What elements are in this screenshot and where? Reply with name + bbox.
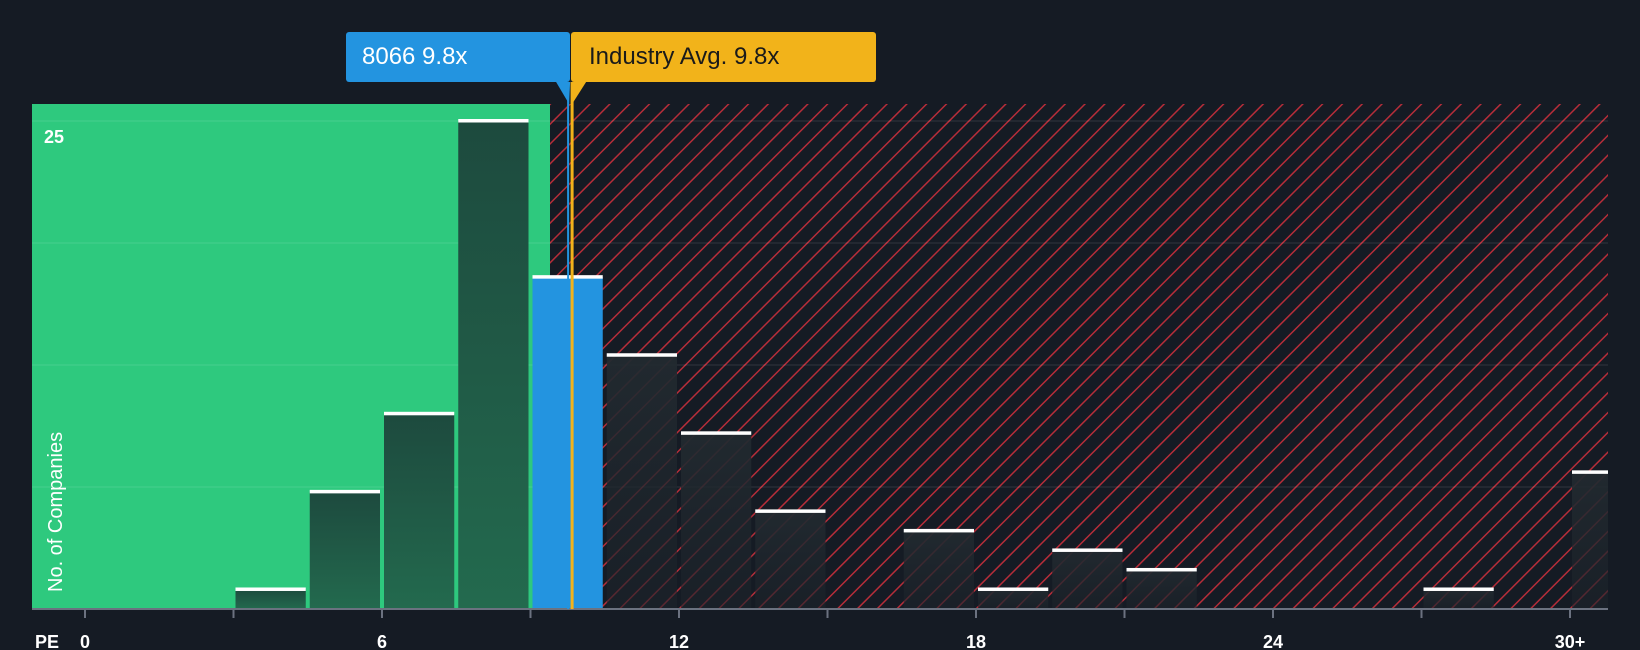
bar-body xyxy=(1052,550,1123,609)
x-tick-label: 30+ xyxy=(1555,632,1586,650)
bar-body xyxy=(309,491,380,609)
bar-cap xyxy=(606,353,677,357)
bar-body xyxy=(235,589,306,609)
industry-avg-label: Industry Avg. 9.8x xyxy=(589,43,780,70)
company-callout-pointer xyxy=(556,82,571,104)
bar-cap xyxy=(1052,548,1123,552)
bar-body xyxy=(755,511,826,609)
x-axis-ticks: 0 6 12 18 24 30+ xyxy=(80,609,1585,650)
bar-body xyxy=(1126,569,1197,609)
histogram-bar xyxy=(458,119,529,609)
company-pe-label: 8066 9.8x xyxy=(362,43,468,70)
histogram-bar xyxy=(1126,567,1197,609)
histogram-bar xyxy=(1572,470,1608,609)
histogram-bar xyxy=(681,431,752,609)
x-tick-label: 18 xyxy=(966,632,986,650)
histogram-bars xyxy=(235,119,1608,609)
histogram-bar xyxy=(235,587,306,609)
bar-cap xyxy=(978,587,1049,591)
company-pe-callout: 8066 9.8x xyxy=(346,32,570,82)
bar-body xyxy=(1572,472,1608,609)
histogram-bar xyxy=(903,528,974,609)
bar-cap xyxy=(1423,587,1494,591)
bar-body xyxy=(606,355,677,609)
histogram-bar xyxy=(1423,587,1494,609)
histogram-bar xyxy=(978,587,1049,609)
bar-body xyxy=(903,530,974,609)
bar-body xyxy=(458,121,529,609)
y-tick-label: 25 xyxy=(44,127,64,147)
bar-cap xyxy=(384,411,455,416)
bar-cap xyxy=(1572,470,1608,474)
x-axis-label: PE xyxy=(35,632,59,650)
industry-avg-callout: Industry Avg. 9.8x xyxy=(571,32,876,82)
bar-cap xyxy=(681,431,752,435)
histogram-bar xyxy=(606,353,677,609)
histogram-bar xyxy=(384,411,455,609)
histogram-bar xyxy=(1052,548,1123,609)
bar-body xyxy=(681,433,752,609)
bar-cap xyxy=(903,528,974,533)
bar-body xyxy=(384,413,455,609)
histogram-bar xyxy=(755,509,826,609)
x-tick-label: 0 xyxy=(80,632,90,650)
bar-body xyxy=(978,589,1049,609)
x-tick-label: 12 xyxy=(669,632,689,650)
x-tick-label: 24 xyxy=(1263,632,1283,650)
bar-cap xyxy=(309,489,380,494)
industry-callout-pointer xyxy=(571,82,587,104)
x-tick-label: 6 xyxy=(377,632,387,650)
bar-cap xyxy=(1126,567,1197,572)
gridlines xyxy=(32,120,1608,488)
bar-cap xyxy=(755,509,826,513)
bar-cap xyxy=(235,587,306,591)
y-axis-label: No. of Companies xyxy=(45,432,67,592)
histogram-bar xyxy=(309,489,380,609)
bar-body xyxy=(1423,589,1494,609)
bar-cap xyxy=(458,119,529,123)
